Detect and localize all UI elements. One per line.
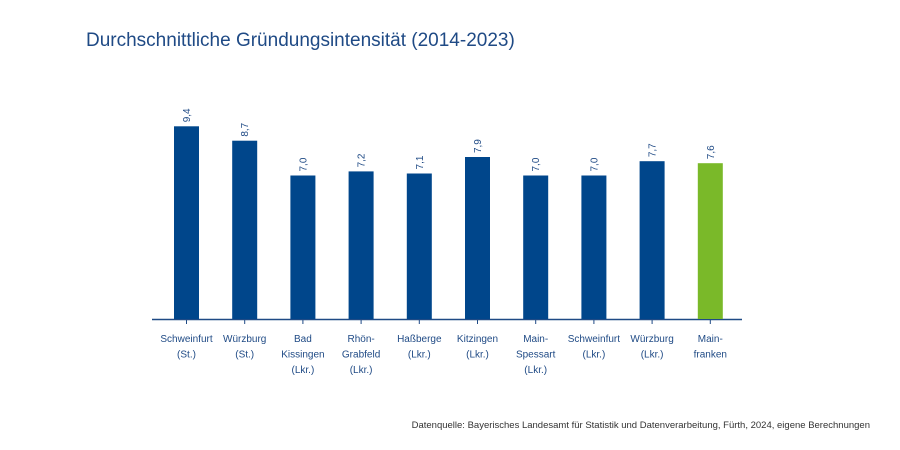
category-label: Rhön-Grabfeld (Lkr.) [342, 334, 380, 376]
bar [523, 175, 549, 319]
category-label: Würzburg (Lkr.) [630, 334, 673, 361]
bar [465, 157, 490, 319]
category-label: Haßberge (Lkr.) [397, 334, 442, 361]
category-label: Bad Kissingen (Lkr.) [281, 334, 324, 376]
bar-value-label: 7,2 [357, 153, 368, 167]
bar [232, 140, 258, 319]
category-label: Kitzingen (Lkr.) [457, 334, 498, 361]
bar [697, 163, 723, 319]
category-label: Schweinfurt (St.) [160, 334, 212, 361]
bar-value-label: 7,0 [531, 157, 542, 171]
bar-value-label: 8,7 [240, 122, 251, 136]
category-label: Main-franken [694, 334, 727, 361]
category-label: Würzburg (St.) [223, 334, 266, 361]
bar-value-label: 7,0 [589, 157, 600, 171]
bar [290, 175, 316, 319]
chart-title: Durchschnittliche Gründungsintensität (2… [86, 30, 515, 51]
bar-value-label: 7,0 [298, 157, 309, 171]
bar [639, 161, 665, 319]
category-label: Schweinfurt (Lkr.) [568, 334, 620, 361]
bar-value-label: 9,4 [182, 108, 193, 122]
bar [348, 171, 374, 319]
bar-value-label: 7,7 [648, 143, 659, 157]
bar [174, 126, 199, 319]
bar-value-label: 7,1 [415, 155, 426, 169]
bar-value-label: 7,6 [706, 145, 717, 159]
bar [406, 173, 432, 319]
bar-value-label: 7,9 [473, 139, 484, 153]
data-source: Datenquelle: Bayerisches Landesamt für S… [411, 420, 870, 431]
category-label: Main-Spessart (Lkr.) [516, 334, 556, 376]
bar [581, 175, 607, 319]
